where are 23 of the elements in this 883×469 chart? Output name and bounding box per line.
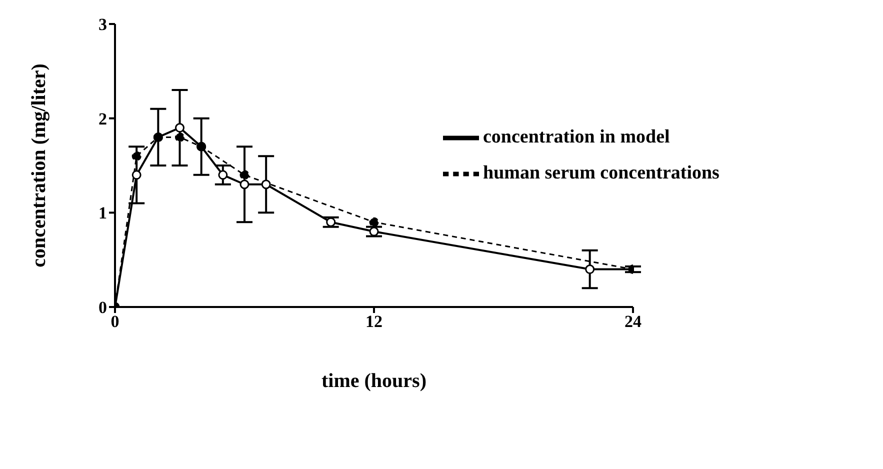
- point: [132, 170, 142, 180]
- y-axis-title: concentration (mg/liter): [28, 64, 50, 268]
- x-tick-label: 24: [624, 312, 642, 332]
- point: [175, 123, 184, 133]
- y-tick-label: 3: [98, 15, 107, 34]
- y-tick-label: 0: [98, 298, 107, 318]
- y-tick-label: 2: [98, 109, 107, 128]
- point: [132, 151, 142, 161]
- point: [218, 170, 228, 180]
- point: [369, 226, 379, 236]
- point: [585, 264, 595, 274]
- legend-label: concentration in model: [483, 126, 670, 148]
- x-axis-title: time (hours): [322, 370, 426, 392]
- point: [240, 170, 250, 180]
- point: [240, 180, 250, 190]
- x-tick-label: 0: [110, 312, 120, 332]
- point: [326, 217, 336, 227]
- y-tick-label: 1: [98, 204, 107, 223]
- x-tick-label: 12: [366, 312, 382, 332]
- legend-label: human serum concentrations: [483, 162, 720, 184]
- point: [369, 217, 379, 227]
- point: [261, 180, 271, 190]
- point: [175, 132, 184, 142]
